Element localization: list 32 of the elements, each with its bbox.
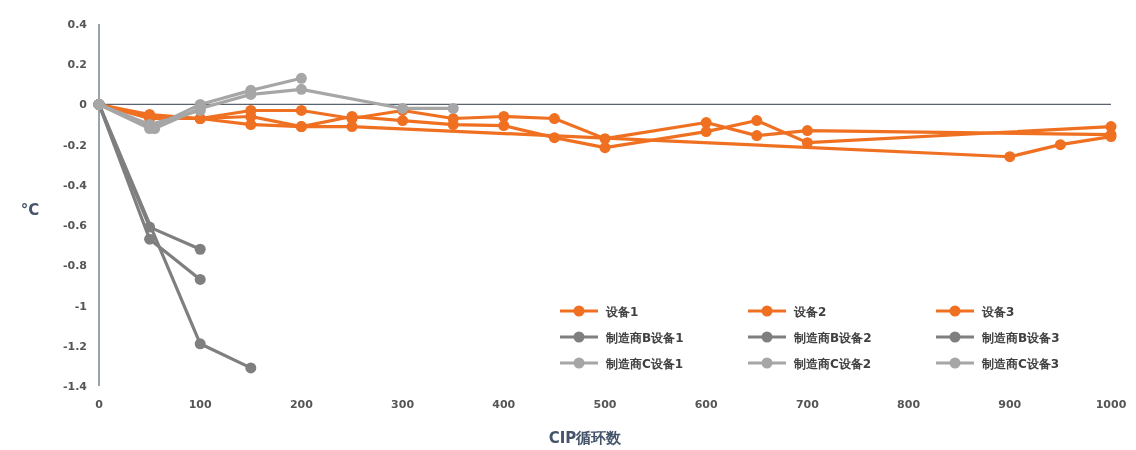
x-tick-label: 200: [289, 398, 314, 411]
x-tick-label: 900: [998, 398, 1022, 411]
legend-label: 制造商C设备3: [981, 357, 1060, 371]
y-tick-label: 0.2: [67, 58, 87, 72]
y-tick-label: -1: [74, 299, 87, 313]
legend-label: 设备3: [981, 305, 1015, 319]
y-tick-label: -0.6: [62, 219, 88, 233]
x-tick-label: 500: [593, 398, 617, 411]
legend-label: 制造商C设备2: [793, 357, 872, 371]
x-tick-label: 1000: [1095, 398, 1127, 411]
y-tick-label: -0.2: [62, 138, 87, 152]
x-tick-label: 800: [897, 398, 921, 411]
x-tick-label: 0: [95, 398, 104, 411]
y-tick-label: 0.4: [67, 18, 88, 31]
y-tick-label: -1.2: [62, 339, 87, 353]
legend-label: 设备2: [793, 305, 827, 319]
y-tick-label: -1.4: [62, 380, 88, 393]
y-tick-label: -0.8: [62, 259, 87, 273]
x-tick-label: 700: [795, 398, 820, 411]
y-tick-label: -0.4: [62, 178, 88, 192]
legend-label: 制造商C设备1: [605, 357, 684, 371]
x-tick-label: 600: [694, 398, 719, 411]
x-tick-label: 400: [492, 398, 516, 411]
x-tick-label: 100: [188, 398, 213, 411]
y-axis-title: °C: [20, 201, 40, 219]
legend-label: 制造商B设备3: [981, 331, 1060, 345]
x-tick-label: 300: [391, 398, 415, 411]
legend-label: 制造商B设备1: [605, 331, 684, 345]
y-tick-label: 0: [79, 98, 88, 112]
legend-label: 制造商B设备2: [793, 331, 872, 345]
legend-label: 设备1: [605, 305, 639, 319]
x-axis-title: CIP循环数: [548, 429, 623, 447]
